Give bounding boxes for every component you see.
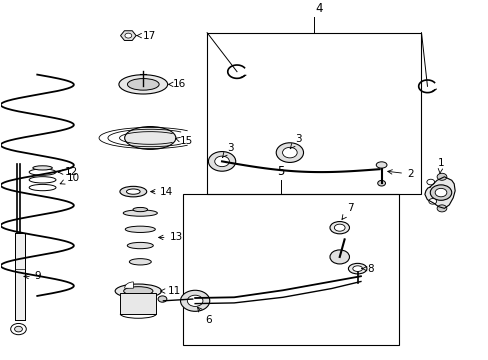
Ellipse shape (33, 166, 52, 170)
Text: 2: 2 (387, 169, 413, 179)
Text: 1: 1 (437, 158, 444, 174)
Circle shape (276, 143, 303, 162)
Text: 9: 9 (24, 271, 41, 282)
Text: 15: 15 (175, 136, 192, 147)
Text: 3: 3 (289, 134, 301, 149)
Ellipse shape (133, 207, 147, 212)
Ellipse shape (127, 78, 159, 90)
Circle shape (15, 326, 22, 332)
Ellipse shape (127, 242, 153, 249)
Text: 11: 11 (160, 286, 181, 296)
Text: 4: 4 (315, 2, 322, 15)
Ellipse shape (334, 224, 345, 231)
Text: 14: 14 (150, 186, 173, 197)
Circle shape (187, 295, 203, 306)
Circle shape (214, 156, 229, 167)
Bar (183, 194, 398, 345)
Bar (207, 33, 421, 194)
Ellipse shape (125, 226, 155, 233)
Ellipse shape (124, 127, 176, 149)
Circle shape (180, 290, 209, 311)
Text: 7: 7 (341, 203, 353, 220)
Ellipse shape (375, 162, 386, 168)
Circle shape (426, 179, 434, 185)
Text: 12: 12 (58, 167, 78, 177)
Ellipse shape (348, 264, 366, 274)
Ellipse shape (120, 186, 146, 197)
Text: 10: 10 (60, 173, 80, 184)
Text: 5: 5 (277, 165, 284, 178)
Circle shape (124, 33, 131, 38)
Bar (120, 293, 156, 314)
Ellipse shape (329, 221, 349, 234)
Circle shape (208, 152, 235, 171)
Text: 17: 17 (137, 31, 156, 41)
Ellipse shape (123, 287, 153, 296)
Circle shape (377, 180, 385, 186)
Circle shape (282, 147, 297, 158)
Circle shape (436, 173, 446, 180)
Text: 6: 6 (197, 307, 211, 325)
Circle shape (329, 250, 349, 264)
Text: 8: 8 (361, 264, 373, 274)
Wedge shape (124, 282, 133, 288)
Circle shape (428, 199, 436, 204)
Ellipse shape (115, 284, 161, 298)
Ellipse shape (119, 75, 167, 94)
Text: 3: 3 (222, 143, 233, 158)
Circle shape (436, 205, 446, 212)
Circle shape (434, 188, 446, 197)
Text: 13: 13 (158, 233, 183, 242)
Text: 16: 16 (168, 79, 185, 89)
Circle shape (429, 185, 451, 200)
Ellipse shape (126, 189, 140, 194)
Polygon shape (424, 177, 454, 208)
Ellipse shape (129, 258, 151, 265)
Circle shape (158, 296, 166, 302)
Ellipse shape (123, 210, 157, 216)
Ellipse shape (352, 266, 362, 271)
Bar (15, 233, 25, 320)
